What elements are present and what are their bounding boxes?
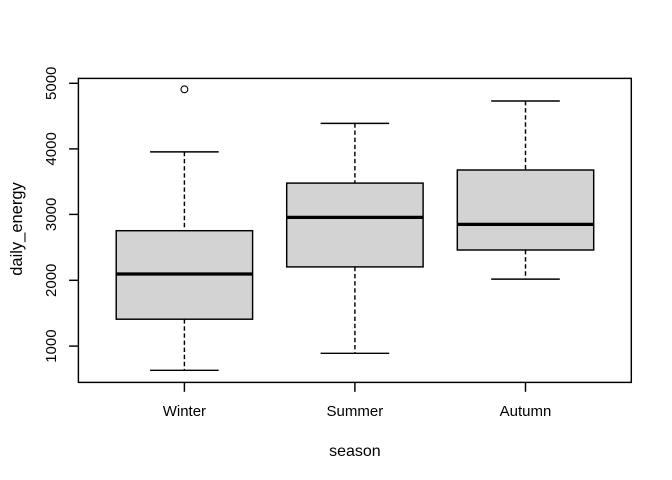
svg-text:5000: 5000 — [43, 67, 60, 100]
svg-text:1000: 1000 — [43, 329, 60, 362]
svg-text:2000: 2000 — [43, 264, 60, 297]
svg-text:4000: 4000 — [43, 132, 60, 165]
svg-text:Summer: Summer — [327, 403, 384, 420]
svg-text:daily_energy: daily_energy — [8, 181, 26, 275]
svg-text:Autumn: Autumn — [500, 403, 552, 420]
svg-text:Winter: Winter — [163, 403, 206, 420]
svg-text:3000: 3000 — [43, 198, 60, 231]
svg-text:season: season — [329, 443, 381, 460]
